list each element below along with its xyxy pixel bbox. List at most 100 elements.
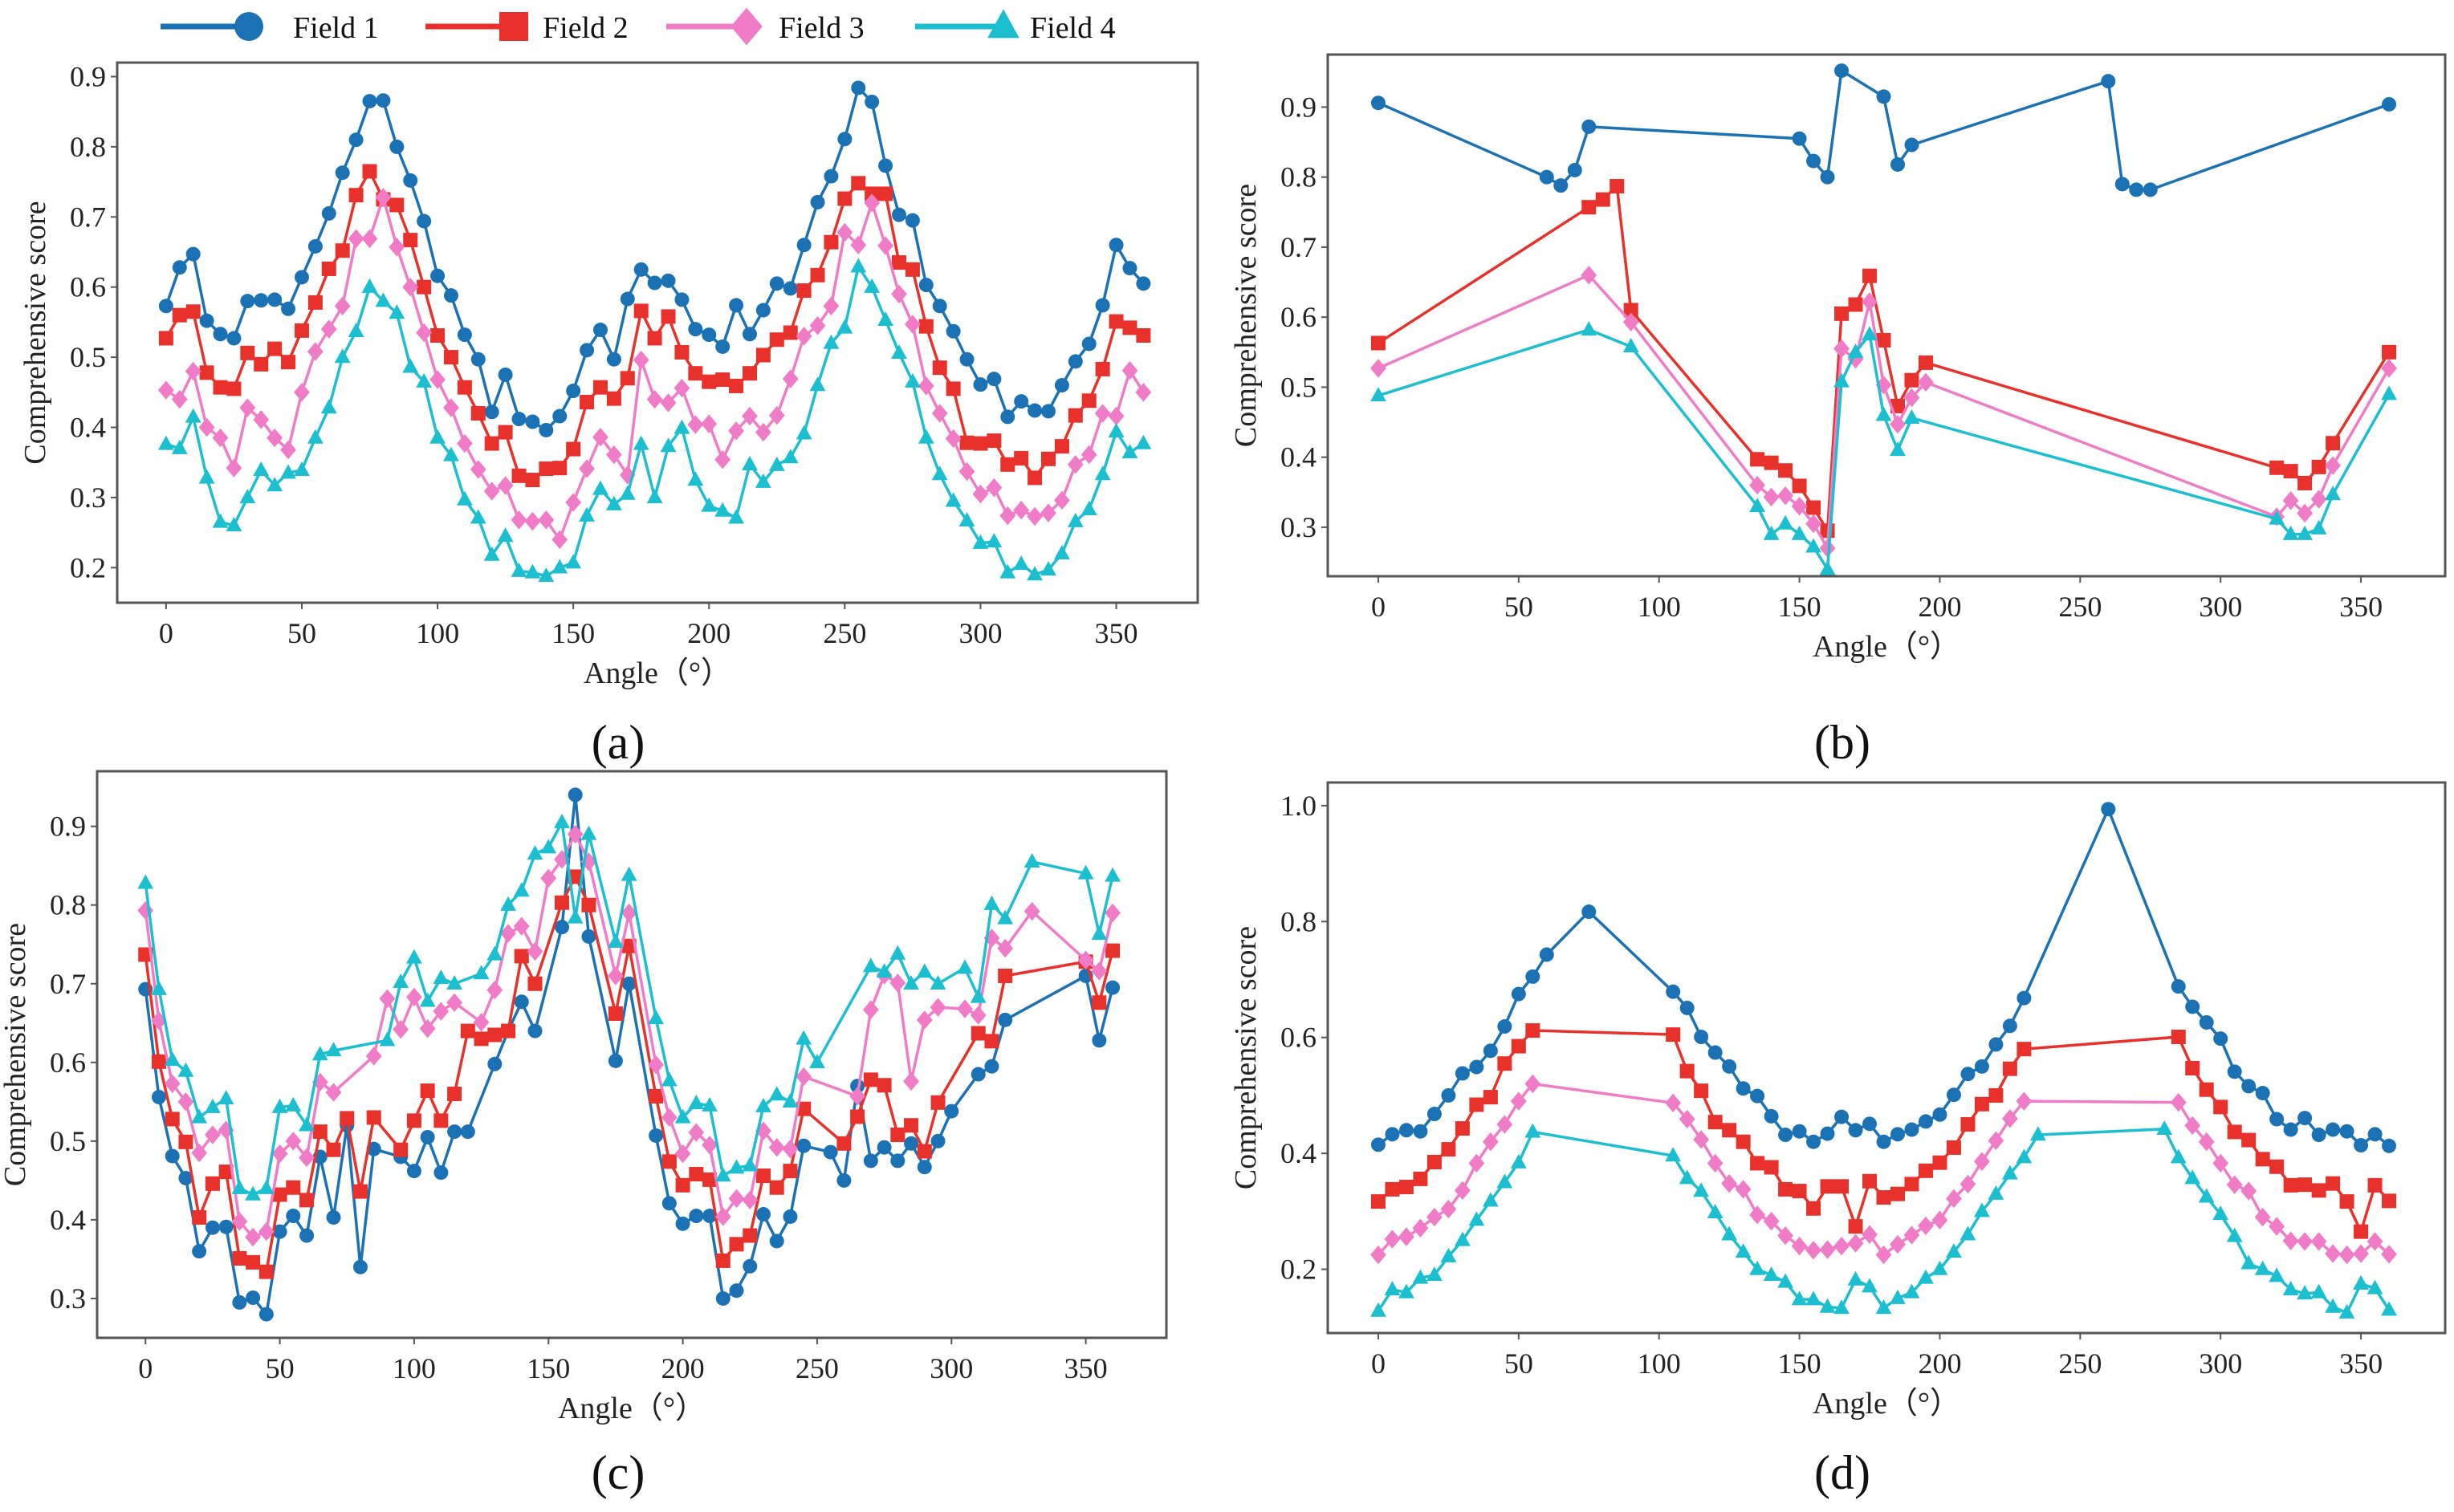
y-tick-label: 0.6 [50,1047,86,1079]
data-point [904,1136,919,1151]
data-point [1497,1056,1512,1071]
data-point [2310,1283,2327,1299]
data-point [674,344,690,360]
data-point [294,461,310,477]
data-point [185,304,201,319]
data-point [689,1167,704,1182]
data-point [191,1108,208,1124]
data-point [1819,560,1836,575]
data-point [608,933,624,948]
data-point [755,473,771,488]
data-point [1890,1186,1905,1201]
data-point [1370,96,1386,111]
data-point [406,987,422,1007]
x-tick-label: 0 [1371,1347,1386,1380]
data-point [1426,1266,1443,1281]
data-point [931,404,948,423]
series-line [1378,328,2391,574]
series-field-4 [1370,321,2397,575]
subplot-b: 0 50 100 150 200 250 300 350 0.3 0.4 0.5 0.6 0.7 0.8 0… [1229,53,2447,769]
data-point [2381,1245,2397,1264]
data-point [877,236,893,255]
data-point [366,1141,381,1156]
data-point [2325,1298,2342,1313]
data-point [2283,1122,2298,1137]
series-line [165,262,1145,578]
data-point [1067,455,1084,474]
data-point [1014,450,1029,465]
y-tick-label: 0.5 [70,341,106,373]
data-point [608,966,624,986]
data-point [487,1056,503,1071]
x-tick-label: 100 [1638,591,1681,623]
data-point [660,393,677,413]
data-point [2114,177,2130,192]
y-tick-label: 0.5 [50,1125,86,1157]
data-point [608,1053,623,1068]
data-point [742,1190,759,1210]
y-tick-label: 0.4 [70,411,106,443]
x-tick-label: 0 [159,617,173,649]
data-point [1890,1289,1906,1304]
data-point [2381,1301,2397,1316]
data-point [419,1018,436,1038]
data-point [959,435,975,450]
data-point [361,278,378,293]
data-point [579,459,595,478]
data-point [416,323,433,343]
data-point [1469,1097,1484,1112]
data-point [1806,1134,1821,1149]
data-point [361,229,378,249]
series-field-3 [1370,266,2397,558]
data-point [836,319,853,334]
data-point [348,322,364,337]
legend-label: Field 3 [779,11,865,45]
data-point [375,292,392,307]
data-point [1136,276,1151,291]
data-point [1679,1169,1695,1185]
data-point [878,158,893,173]
data-point [2129,182,2144,197]
data-point [728,421,744,441]
data-point [271,1144,288,1164]
data-point [1024,852,1040,868]
data-point [457,327,472,343]
data-point [674,1144,691,1164]
data-point [497,527,514,543]
data-point [987,433,1002,449]
data-point [836,222,853,242]
data-point [419,992,436,1007]
data-point [311,1046,328,1061]
series-field-4 [1370,1120,2397,1319]
data-point [702,1172,718,1187]
data-point [1960,1174,1976,1194]
y-tick-label: 0.3 [1280,511,1317,543]
data-point [1581,200,1597,215]
data-point [891,344,907,360]
data-point [1847,343,1864,359]
data-point [971,1026,986,1041]
data-point [2353,1274,2369,1290]
data-point [1105,903,1121,923]
data-point [198,469,215,484]
data-point [743,1228,758,1243]
data-point [1960,1067,1976,1082]
data-point [527,941,543,961]
data-point [1067,512,1084,527]
data-point [1483,1043,1498,1059]
data-point [1455,1121,1470,1136]
data-point [498,367,513,382]
data-point [335,165,350,181]
data-point [660,437,677,453]
data-point [1777,1225,1793,1246]
data-point [688,1094,705,1109]
x-tick-label: 250 [796,1352,839,1384]
data-point [429,370,446,389]
data-point [1595,192,1610,207]
data-point [973,436,988,451]
data-point [1890,1234,1906,1254]
series-field-1 [158,80,1151,437]
data-point [470,509,486,524]
data-point [326,1142,341,1157]
data-point [903,1071,919,1091]
